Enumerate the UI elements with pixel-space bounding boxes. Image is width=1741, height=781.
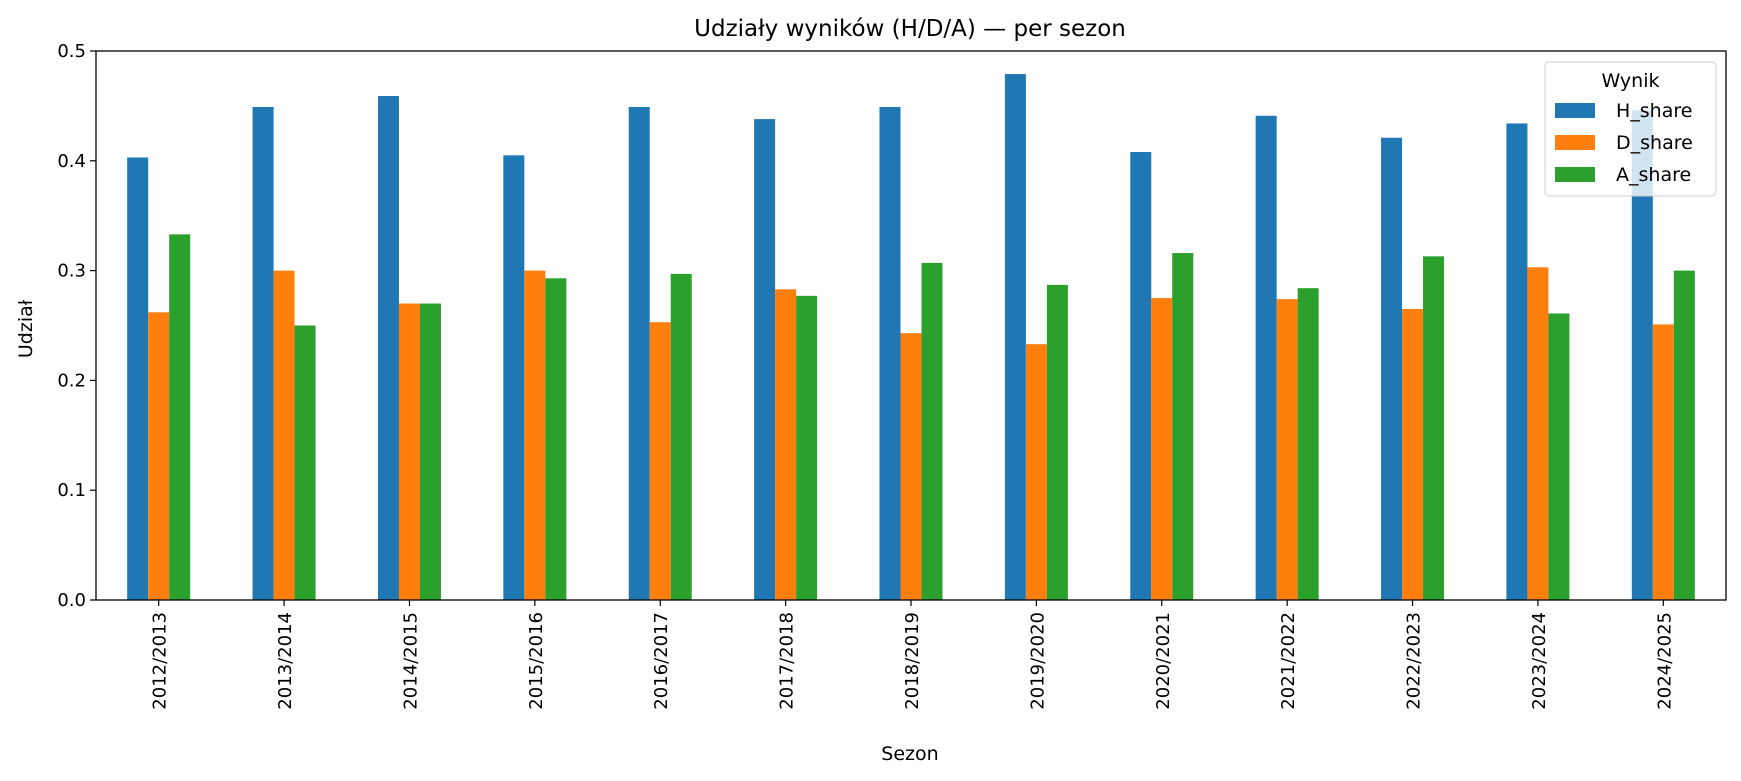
x-tick-label: 2015/2016: [526, 612, 547, 710]
x-tick-label: 2024/2025: [1654, 612, 1675, 710]
bar-D_share-6: [900, 333, 922, 600]
bar-D_share-10: [1402, 309, 1424, 600]
bar-A_share-5: [796, 295, 818, 600]
bar-H_share-3: [503, 155, 525, 600]
bar-H_share-11: [1506, 123, 1528, 600]
x-tick-label: 2014/2015: [400, 612, 421, 710]
x-tick-label: 2016/2017: [651, 612, 672, 710]
bar-H_share-6: [879, 106, 901, 601]
x-axis-label: Sezon: [881, 743, 938, 765]
chart-title: Udziały wyników (H/D/A) — per sezon: [694, 16, 1126, 42]
bar-D_share-11: [1527, 267, 1549, 600]
y-tick-label: 0.3: [57, 261, 86, 282]
bar-H_share-1: [252, 106, 274, 601]
y-tick-label: 0.2: [57, 370, 86, 391]
bars-group: [127, 74, 1695, 601]
legend: Wynik H_share D_share A_share: [1544, 61, 1717, 197]
bar-D_share-12: [1652, 324, 1674, 600]
bar-D_share-5: [775, 289, 797, 600]
bar-A_share-8: [1172, 253, 1194, 601]
plot-frame: [95, 50, 1727, 601]
y-axis-label: Udział: [15, 299, 37, 358]
bar-D_share-8: [1151, 298, 1173, 600]
bar-H_share-8: [1130, 152, 1152, 601]
x-tick-label: 2013/2014: [275, 612, 296, 710]
bar-H_share-4: [628, 106, 650, 601]
bar-A_share-7: [1046, 284, 1068, 600]
x-tick-label: 2023/2024: [1529, 612, 1550, 710]
y-tick-label: 0.4: [57, 151, 86, 172]
x-tick-label: 2020/2021: [1153, 612, 1174, 710]
legend-swatch-D_share: [1555, 135, 1595, 150]
bar-D_share-0: [148, 312, 170, 600]
bar-D_share-7: [1025, 344, 1047, 600]
bar-A_share-3: [545, 278, 567, 600]
y-tick-label: 0.5: [57, 41, 86, 62]
bar-A_share-4: [670, 273, 692, 600]
y-tick-label: 0.0: [57, 590, 86, 611]
x-tick-label: 2018/2019: [902, 612, 923, 710]
legend-swatch-A_share: [1555, 167, 1595, 182]
x-tick-label: 2012/2013: [150, 612, 171, 710]
legend-title: Wynik: [1601, 70, 1659, 92]
bar-H_share-12: [1631, 110, 1653, 601]
bar-A_share-12: [1673, 270, 1695, 600]
bar-H_share-0: [127, 157, 149, 601]
bar-D_share-3: [524, 270, 546, 600]
bar-A_share-10: [1423, 256, 1445, 600]
bar-D_share-1: [273, 270, 295, 600]
bar-D_share-2: [398, 303, 420, 600]
bar-A_share-0: [169, 234, 191, 600]
bar-D_share-9: [1276, 299, 1298, 600]
x-tick-label: 2021/2022: [1278, 612, 1299, 710]
y-axis-ticks: 0.0 0.1 0.2 0.3 0.4 0.5: [57, 41, 96, 611]
bar-H_share-9: [1255, 115, 1277, 601]
bar-D_share-4: [649, 322, 671, 600]
x-tick-label: 2019/2020: [1027, 612, 1048, 710]
bar-H_share-10: [1381, 137, 1403, 600]
bar-A_share-9: [1297, 288, 1319, 600]
bar-A_share-1: [294, 325, 316, 600]
x-tick-label: 2017/2018: [777, 612, 798, 710]
legend-swatch-H_share: [1555, 103, 1595, 118]
legend-label-D_share: D_share: [1616, 132, 1693, 154]
bar-H_share-7: [1004, 74, 1026, 601]
legend-label-A_share: A_share: [1616, 164, 1691, 186]
legend-box: [1544, 61, 1717, 197]
y-tick-label: 0.1: [57, 480, 86, 501]
x-tick-label: 2022/2023: [1404, 612, 1425, 710]
bar-H_share-5: [754, 119, 776, 601]
bar-A_share-2: [419, 303, 441, 600]
bar-A_share-11: [1548, 313, 1570, 600]
x-axis-ticks: 2012/2013 2013/2014 2014/2015 2015/2016 2016…: [150, 600, 1675, 710]
bar-A_share-6: [921, 262, 943, 600]
legend-label-H_share: H_share: [1616, 100, 1692, 122]
bar-H_share-2: [377, 96, 399, 600]
